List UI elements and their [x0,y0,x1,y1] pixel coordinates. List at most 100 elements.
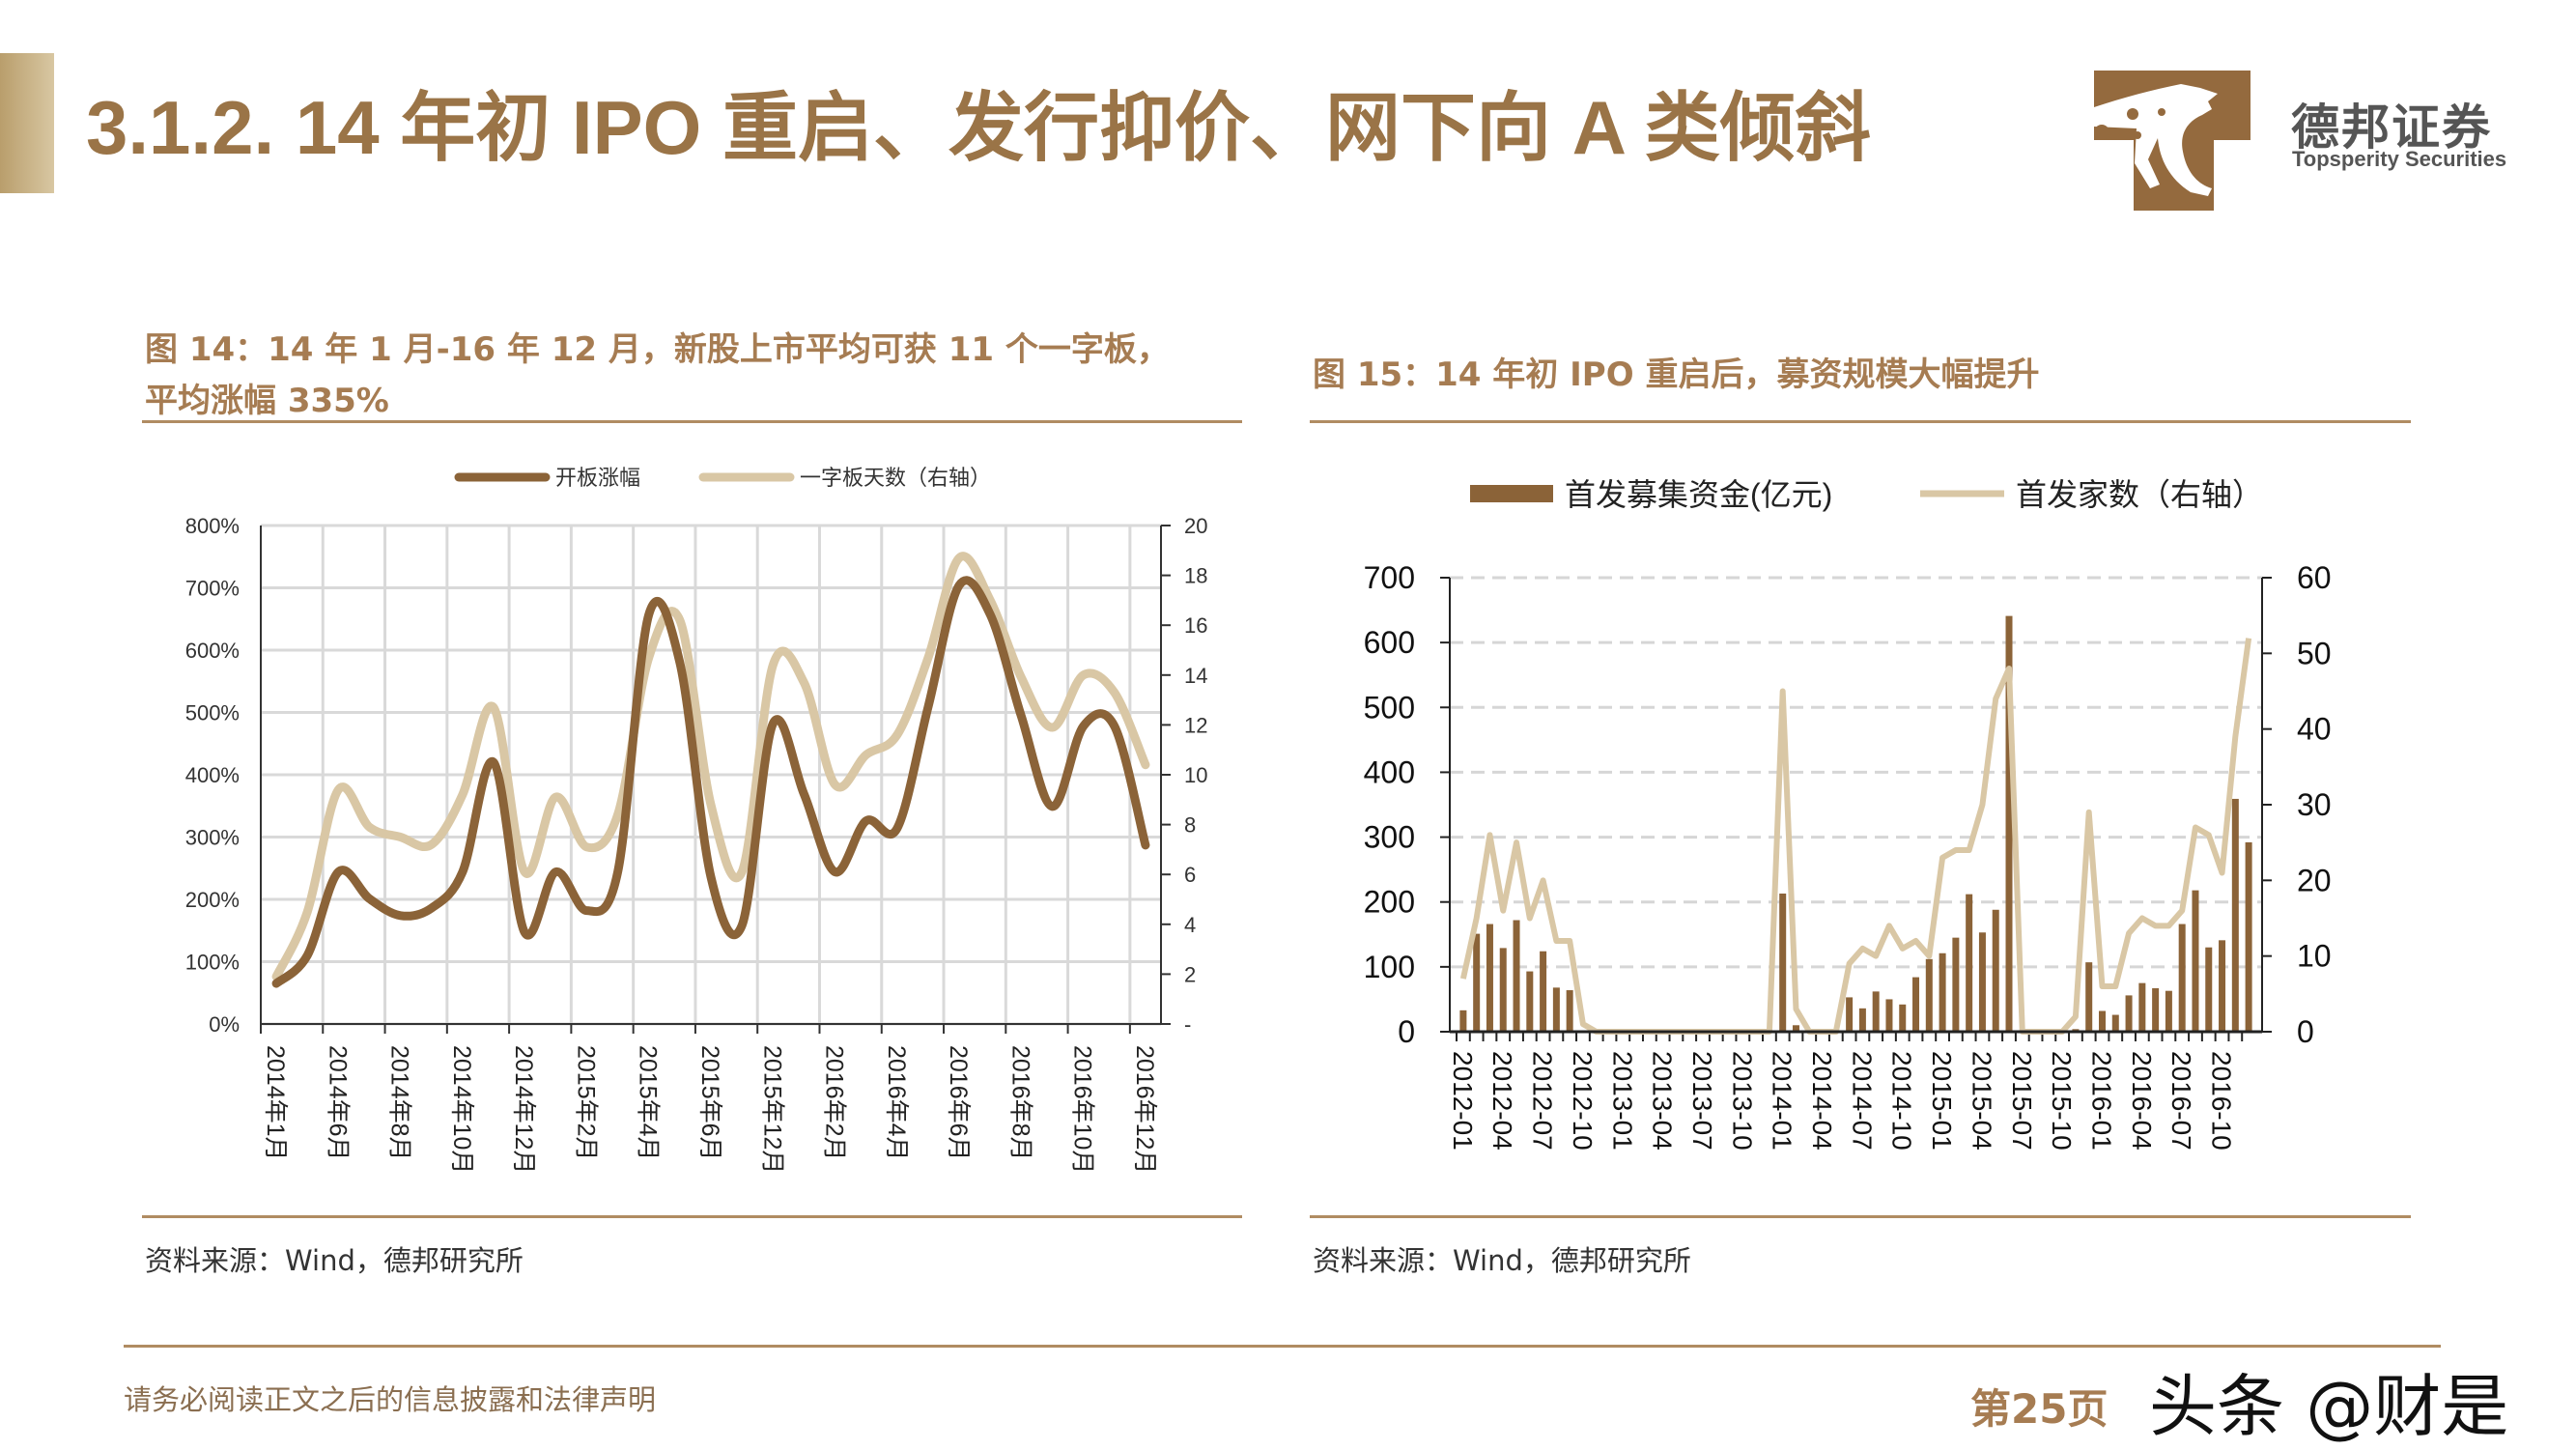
y-tick-label: 0 [1398,1014,1415,1049]
x-tick-label: 2015年6月 [696,1045,723,1161]
x-tick-label: 2013-10 [1727,1051,1757,1151]
x-tick-label: 2012-01 [1448,1051,1478,1151]
bar [2245,841,2252,1032]
x-tick-label: 2014-01 [1768,1051,1798,1151]
y2-tick-label: 8 [1184,813,1196,838]
x-tick-label: 2015年4月 [635,1045,662,1161]
bar [1486,924,1493,1032]
bar [1513,920,1520,1032]
figure15-chart: 0 100 200 300 400 500 600 700 0 10 20 30 40 50 60 2012-… [1364,477,2332,1151]
y-tick-label: 500 [1364,690,1415,725]
bar [1459,1009,1467,1032]
x-tick-label: 2014年6月 [324,1045,351,1161]
figure14-caption-line2: 平均涨幅 335% [145,382,389,420]
y2-tick-label: 16 [1184,613,1207,638]
bar [1846,997,1854,1032]
series-line-1 [271,552,1150,981]
x-tick-label: 2016-07 [2166,1051,2196,1151]
bar [1552,987,1560,1032]
y2-tick-label: 14 [1184,664,1207,688]
y2-tick-label: 4 [1184,913,1196,937]
x-tick-label: 2012-04 [1487,1051,1517,1151]
brand-name-cn: 德邦证券 [2291,100,2492,156]
legend-label: 首发募集资金(亿元) [1565,477,1832,512]
y2-tick-label: 10 [2297,939,2332,974]
x-tick-label: 2016年8月 [1006,1045,1033,1161]
bar [1925,958,1933,1032]
bar [2085,962,2093,1032]
x-tick-label: 2015-07 [2007,1051,2037,1151]
x-tick-label: 2014-04 [1807,1051,1837,1151]
x-tick-label: 2015-10 [2047,1051,2077,1151]
x-tick-label: 2013-04 [1648,1051,1678,1151]
bar [1499,948,1507,1032]
y-tick-label: 200 [1364,885,1415,920]
legend-swatch-bar [1470,485,1553,502]
x-tick-label: 2015-01 [1927,1051,1957,1151]
x-tick-label: 2014-07 [1847,1051,1877,1151]
x-tick-label: 2012-07 [1528,1051,1558,1151]
bar [1540,951,1547,1032]
y-tick-label: 400 [1364,754,1415,789]
y-tick-label: 600 [1364,625,1415,660]
y-tick-label: 100% [185,951,240,975]
watermark: 头条 @财是 [2149,1367,2509,1446]
x-tick-label: 2016年6月 [945,1045,972,1161]
x-tick-label: 2013-07 [1687,1051,1717,1151]
series-line-0 [271,576,1150,988]
bar [2219,940,2226,1032]
bar [1792,1025,1799,1032]
y2-tick-label: 6 [1184,863,1196,887]
x-tick-label: 2015年2月 [572,1045,599,1161]
y-tick-label: 200% [185,888,240,912]
figure14-caption: 图 14：14 年 1 月-16 年 12 月，新股上市平均可获 11 个一字板… [145,330,1170,369]
figure15-bottom-rule [1310,1215,2411,1218]
series-line [1459,638,2252,1035]
figure14-top-rule [142,420,1242,423]
y-tick-label: 300 [1364,820,1415,855]
y2-tick-label: 60 [2297,560,2332,595]
topsperity-logo [2094,71,2250,211]
page-number: 第25页 [1970,1385,2109,1433]
y2-tick-label: 20 [1184,514,1207,538]
x-tick-label: 2016-10 [2207,1051,2237,1151]
x-tick-label: 2016-01 [2086,1051,2116,1151]
y2-tick-label: 40 [2297,712,2332,747]
bar [2192,890,2199,1032]
figure15-source: 资料来源：Wind，德邦研究所 [1313,1244,1691,1277]
legend-label: 首发家数（右轴） [2016,477,2263,512]
y2-tick-label: - [1184,1012,1191,1037]
y2-tick-label: 50 [2297,636,2332,670]
bar [1939,952,1946,1032]
page-title: 3.1.2. 14 年初 IPO 重启、发行抑价、网下向 A 类倾斜 [86,85,1871,170]
footer-rule [124,1345,2441,1348]
bar [1992,909,1999,1032]
title-accent-bar [0,53,54,193]
figure14-bottom-rule [142,1215,1242,1218]
bar [2205,947,2213,1032]
bar [2178,924,2186,1032]
bar [1779,893,1787,1032]
y-tick-label: 500% [185,701,240,725]
bar [1473,933,1481,1032]
x-tick-label: 2014年10月 [448,1045,475,1174]
x-tick-label: 2016-04 [2127,1051,2157,1151]
bar [1912,977,1920,1032]
x-tick-label: 2013-01 [1607,1051,1637,1151]
y2-tick-label: 0 [2297,1014,2314,1049]
y2-tick-label: 2 [1184,962,1196,986]
bar [2111,1014,2119,1032]
x-tick-label: 2014年8月 [386,1045,413,1161]
bar [1885,999,1893,1032]
figure15-top-rule [1310,420,2411,423]
bar [2125,995,2133,1032]
x-tick-label: 2014年1月 [262,1045,289,1161]
bar [2231,798,2239,1032]
y-tick-label: 100 [1364,950,1415,984]
brand-name-en: Topsperity Securities [2292,147,2507,171]
x-tick-label: 2014年12月 [510,1045,537,1174]
y2-tick-label: 10 [1184,763,1207,787]
bar [2138,982,2146,1032]
y-tick-label: 600% [185,639,240,663]
legend-label: 开板涨幅 [555,466,640,490]
